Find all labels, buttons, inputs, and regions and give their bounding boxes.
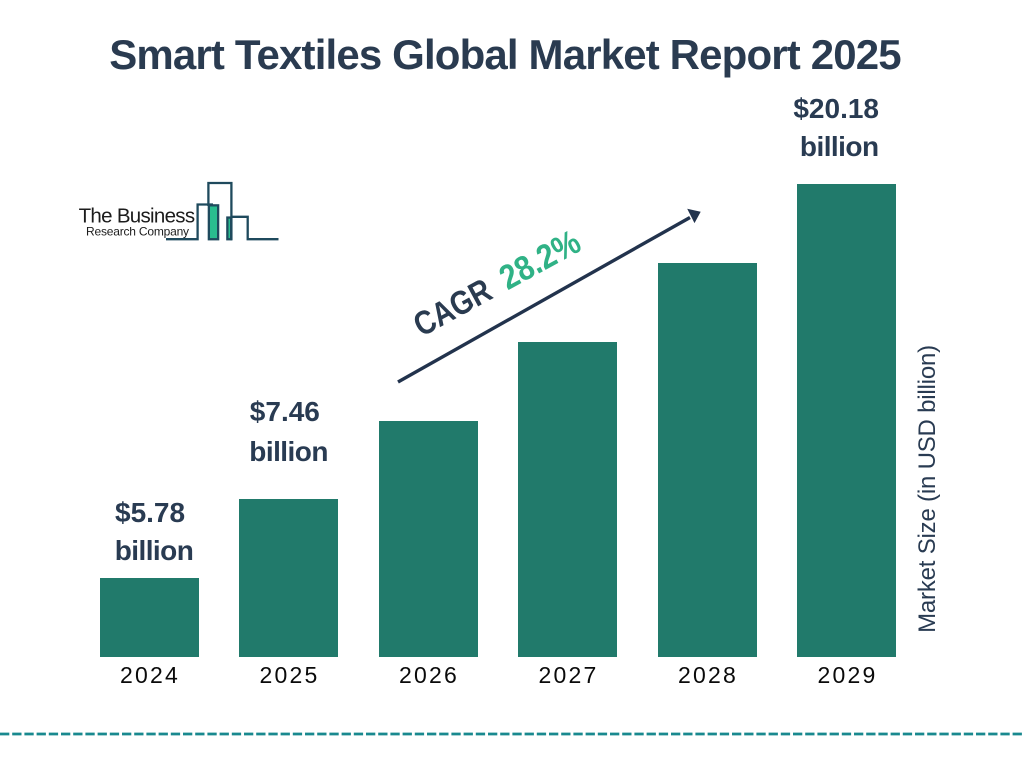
svg-text:CAGR: CAGR xyxy=(408,272,499,344)
svg-text:The Business: The Business xyxy=(79,204,195,227)
svg-text:28.2%: 28.2% xyxy=(493,223,587,297)
svg-text:Research Company: Research Company xyxy=(86,224,189,238)
